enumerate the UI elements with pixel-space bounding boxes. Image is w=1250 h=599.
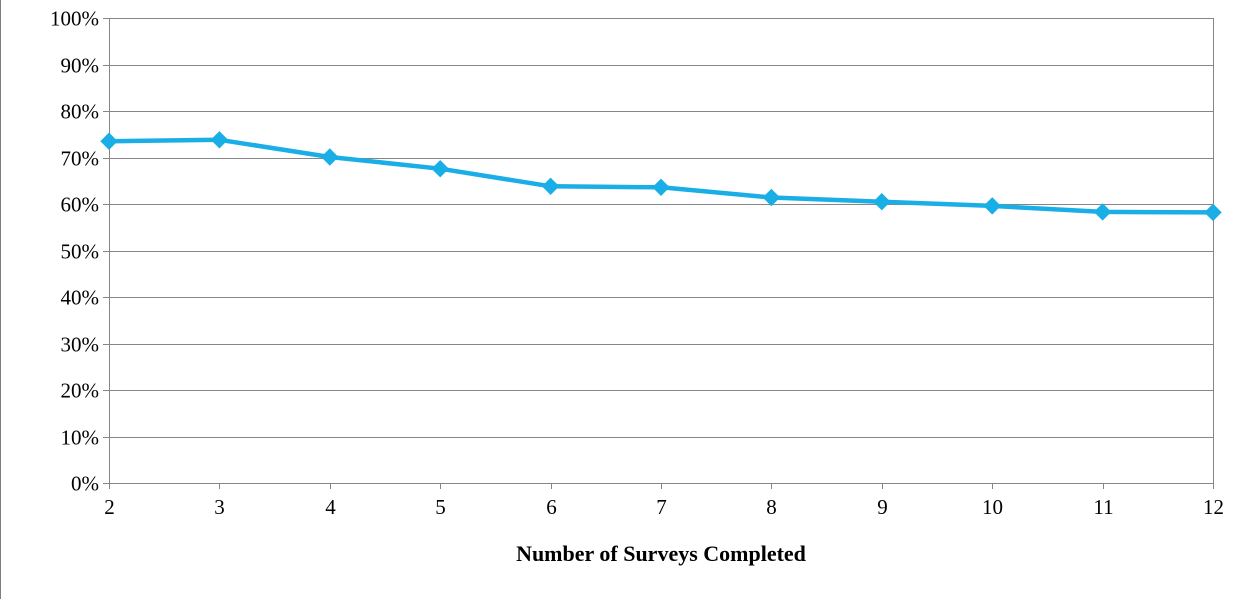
y-axis-tick-labels: 0% 10% 20% 30% 40% 50% 60% 70% 80% 90% 100% [50,7,99,496]
x-tick-label: 5 [435,495,446,519]
data-point-marker [100,132,118,150]
y-tick-label: 50% [61,240,100,264]
data-point-marker [652,178,670,197]
x-tick-label: 10 [982,495,1003,519]
x-tick-label: 12 [1203,495,1224,519]
gridlines [109,18,1213,484]
y-tick-label: 10% [61,426,100,450]
x-tick-label: 7 [656,495,667,519]
y-tick-label: 70% [61,147,100,171]
data-point-marker [431,159,449,178]
axes [103,18,1214,489]
data-point-marker [873,192,891,211]
y-tick-label: 40% [61,286,100,310]
data-point-marker [321,148,339,166]
x-tick-label: 4 [325,495,336,519]
x-tick-label: 2 [104,495,115,519]
data-point-marker [1093,203,1112,221]
data-point-marker [983,197,1001,215]
y-tick-label: 60% [61,193,100,217]
x-tick-label: 3 [214,495,225,519]
y-tick-label: 30% [61,333,100,357]
x-tick-label: 11 [1093,495,1113,519]
x-tick-label: 9 [877,495,888,519]
data-point-marker [541,177,560,196]
data-point-marker [762,188,781,207]
data-point-marker [1204,203,1222,222]
y-tick-label: 80% [61,100,100,124]
y-tick-label: 20% [61,379,100,403]
y-tick-label: 90% [61,54,100,78]
x-axis-tick-labels: 2 3 4 5 6 7 8 9 10 11 12 [104,495,1224,519]
data-series [100,131,1222,222]
y-tick-label: 100% [50,7,99,31]
x-tick-label: 6 [546,495,557,519]
x-tick-label: 8 [766,495,777,519]
data-point-marker [210,131,229,149]
y-tick-label: 0% [71,472,99,496]
x-axis-title: Number of Surveys Completed [516,541,806,566]
series-line-0 [106,137,1216,215]
